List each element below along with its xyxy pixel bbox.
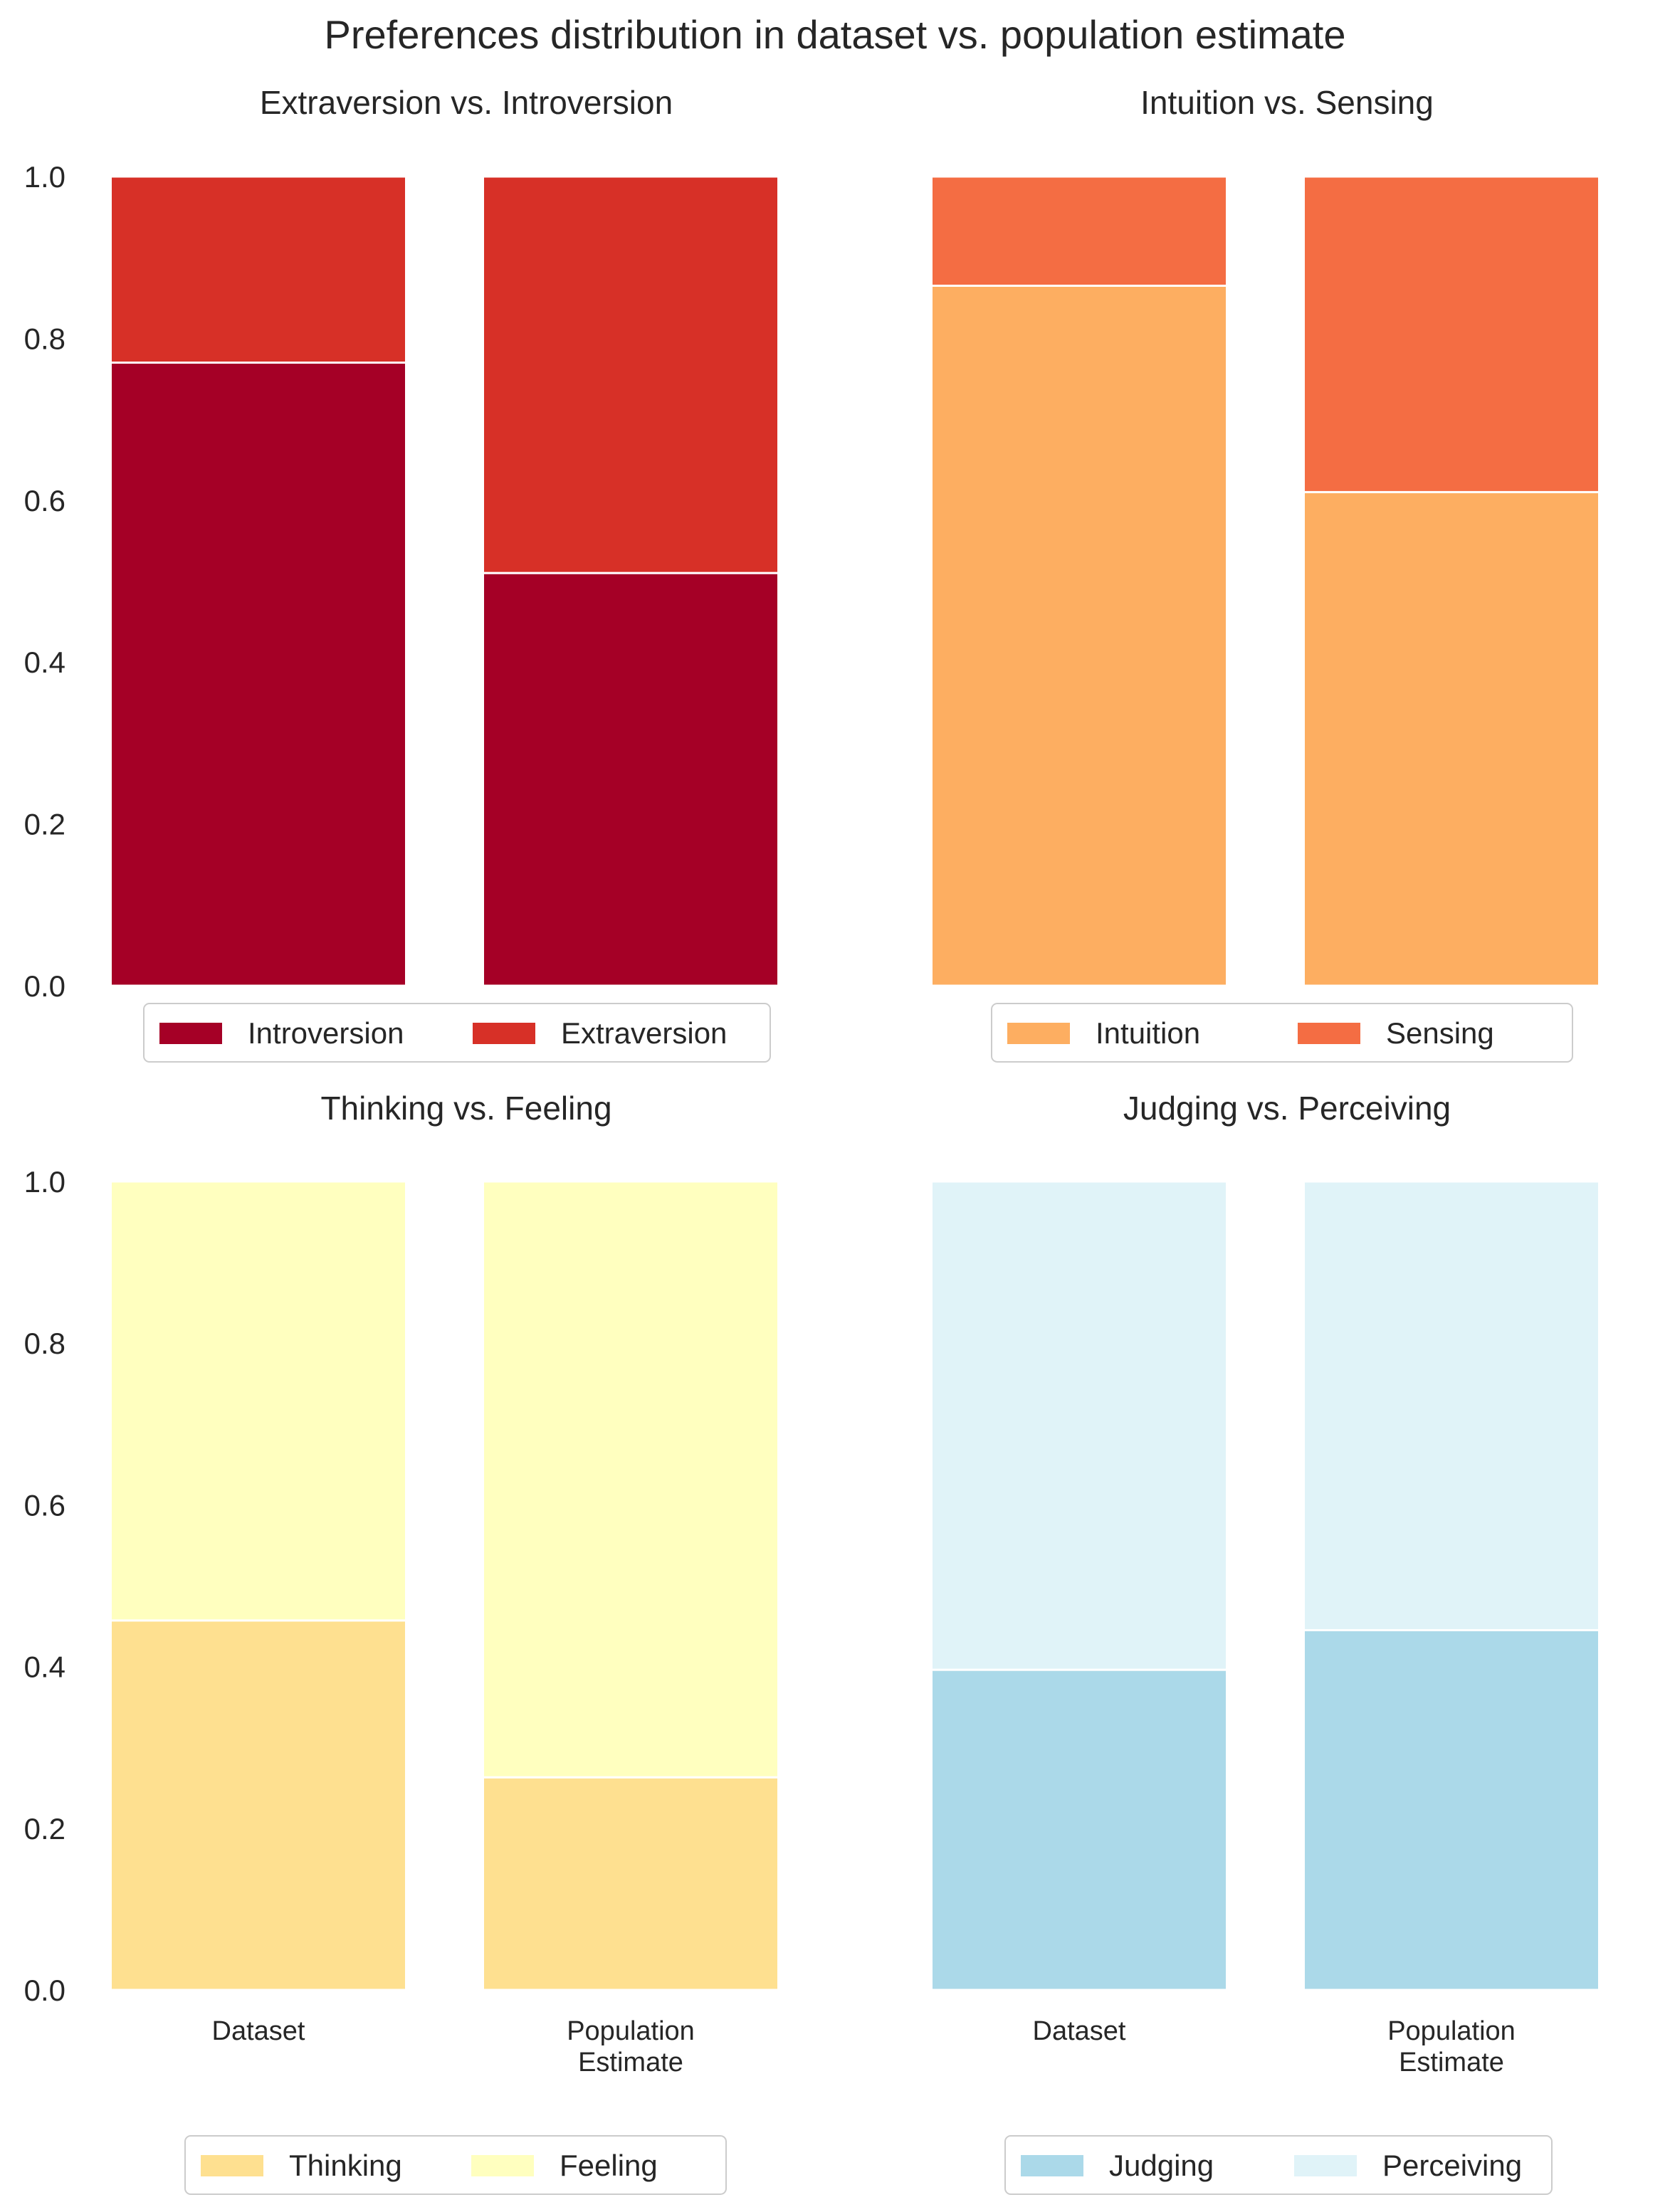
y-tick-label: 0.6 [24,484,65,517]
y-tick-label: 1.0 [24,160,65,194]
legend-frame [991,1003,1573,1063]
subplot-title: Extraversion vs. Introversion [260,84,673,121]
legend-swatch [471,2155,534,2176]
legend-label: Perceiving [1382,2149,1522,2182]
bar-sensing-dataset [930,175,1228,287]
x-tick-label: Estimate [578,2048,683,2077]
legend-swatch [1007,1023,1070,1044]
legend-swatch [1294,2155,1357,2176]
legend-swatch [201,2155,263,2176]
bar-thinking-dataset [110,1619,407,1991]
bar-sensing-population [1303,175,1600,493]
legend-swatch [1021,2155,1083,2176]
legend-label: Feeling [560,2149,658,2182]
bar-introversion-dataset [110,362,407,987]
legend-label: Thinking [289,2149,402,2182]
y-tick-label: 0.8 [24,322,65,355]
bar-feeling-dataset [110,1180,407,1622]
x-tick-label: Population [1387,2016,1516,2046]
legend-label: Sensing [1386,1016,1494,1050]
subplot-3: Thinking vs. Feeling 0.0 0.2 0.4 0.6 0.8 1.0 Da… [24,1090,779,2195]
subplot-4: Judging vs. Perceiving Dataset PopulationE… [930,1090,1600,2195]
legend-frame [184,2135,727,2195]
y-tick-label: 0.0 [24,969,65,1003]
bar-feeling-population [482,1180,779,1779]
legend-frame [1004,2135,1553,2195]
y-tick-label: 0.4 [24,646,65,679]
bar-extraversion-population [482,175,779,574]
bar-extraversion-dataset [110,175,407,364]
legend: Intuition Sensing [991,1003,1573,1063]
legend-label: Extraversion [561,1016,727,1050]
legend: Judging Perceiving [1004,2135,1553,2195]
y-tick-label: 0.2 [24,808,65,841]
legend: Introversion Extraversion [143,1003,771,1063]
legend-label: Introversion [248,1016,404,1050]
y-tick-label: 0.0 [24,1974,65,2007]
y-tick-label: 0.4 [24,1650,65,1684]
x-tick-label: Population [567,2016,695,2046]
bar-thinking-population [482,1776,779,1991]
bar-intuition-dataset [930,284,1228,987]
legend-swatch [1298,1023,1360,1044]
y-tick-label: 0.6 [24,1488,65,1522]
bar-perceiving-dataset [930,1180,1228,1671]
bar-judging-dataset [930,1668,1228,1991]
legend-swatch [159,1023,222,1044]
bar-introversion-population [482,572,779,987]
subplot-title: Intuition vs. Sensing [1140,84,1434,121]
subplot-title: Thinking vs. Feeling [320,1090,611,1127]
subplot-2: Intuition vs. Sensing Intuition Sensing [930,84,1600,1063]
x-tick-label: Estimate [1399,2048,1504,2077]
subplot-title: Judging vs. Perceiving [1123,1090,1451,1127]
y-tick-label: 0.2 [24,1812,65,1845]
bar-perceiving-population [1303,1180,1600,1631]
legend: Thinking Feeling [184,2135,727,2195]
legend-swatch [473,1023,535,1044]
y-tick-label: 1.0 [24,1165,65,1199]
y-tick-label: 0.8 [24,1327,65,1360]
legend-label: Intuition [1096,1016,1200,1050]
x-tick-label: Dataset [212,2016,305,2046]
bar-intuition-population [1303,490,1600,987]
x-tick-label: Dataset [1033,2016,1126,2046]
figure-title: Preferences distribution in dataset vs. … [324,12,1345,57]
bar-judging-population [1303,1628,1600,1991]
legend-label: Judging [1109,2149,1214,2182]
legend-frame [143,1003,771,1063]
subplot-1: Extraversion vs. Introversion 0.0 0.2 0.4 0.… [24,84,779,1063]
